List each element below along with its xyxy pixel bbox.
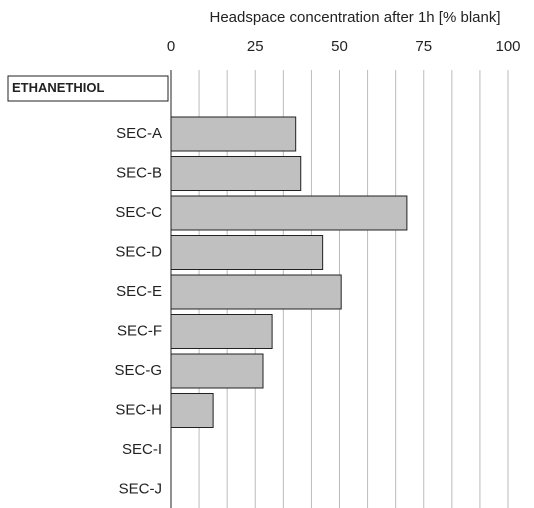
bar — [170, 116, 297, 152]
bar — [170, 314, 273, 349]
group-label: ETHANETHIOL — [12, 80, 105, 95]
x-tick-label: 0 — [167, 38, 175, 55]
y-tick-label: SEC-I — [122, 441, 162, 458]
bar — [170, 156, 302, 191]
x-tick-label: 75 — [415, 38, 432, 55]
bar — [170, 274, 342, 310]
group-label-box — [7, 75, 169, 102]
y-tick-label: SEC-H — [115, 401, 162, 418]
y-tick-label: SEC-F — [117, 322, 162, 339]
bar — [170, 235, 324, 270]
x-tick-label: 100 — [495, 38, 520, 55]
y-tick-label: SEC-B — [116, 164, 162, 181]
y-tick-label: SEC-G — [114, 362, 162, 379]
chart-title: Headspace concentration after 1h [% blan… — [209, 9, 500, 26]
y-tick-label: SEC-D — [115, 243, 162, 260]
bar — [170, 195, 408, 231]
x-tick-label: 50 — [331, 38, 348, 55]
bar — [170, 353, 264, 389]
y-tick-label: SEC-J — [119, 480, 162, 497]
y-tick-label: SEC-C — [115, 204, 162, 221]
y-tick-label: SEC-A — [116, 125, 162, 142]
bar — [170, 393, 214, 428]
x-tick-label: 25 — [247, 38, 264, 55]
y-tick-label: SEC-E — [116, 283, 162, 300]
